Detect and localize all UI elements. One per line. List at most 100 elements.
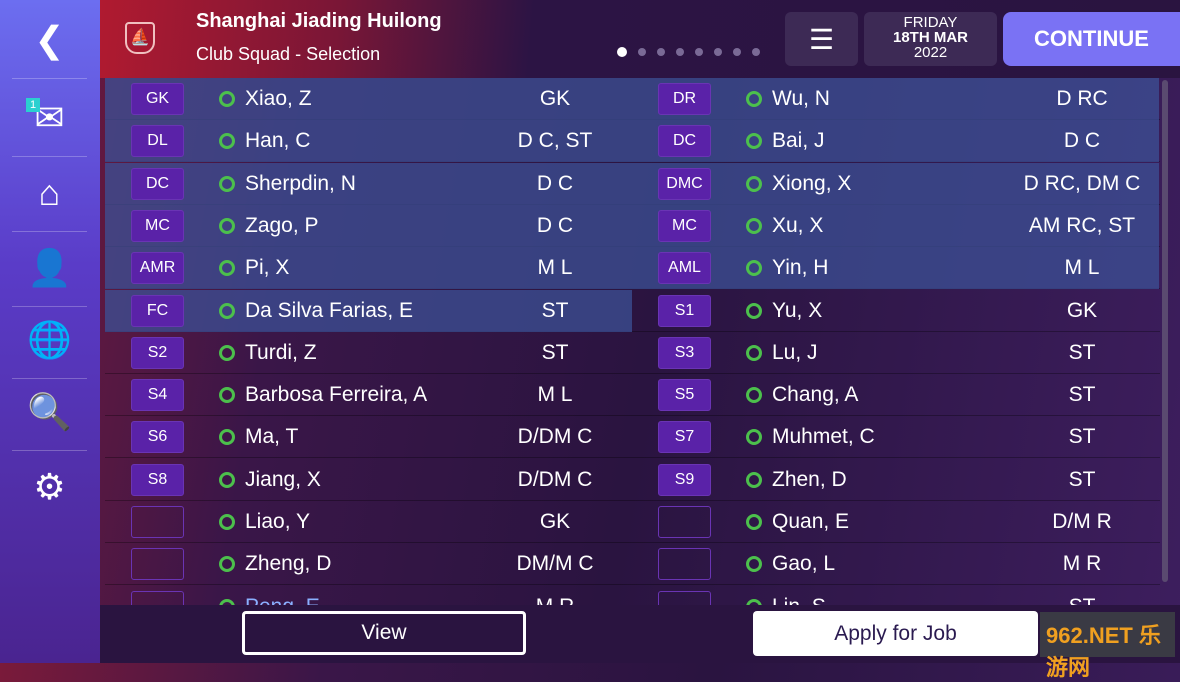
player-name[interactable]: Zheng, D [245,552,332,576]
player-entry[interactable]: S1 Yu, X GK [632,290,1159,332]
position-slot[interactable]: DR [658,83,711,115]
player-name[interactable]: Han, C [245,129,311,153]
player-name[interactable]: Lu, J [772,340,818,364]
search-button[interactable]: 🔍 [12,382,87,442]
player-entry[interactable]: FC Da Silva Farias, E ST [105,289,632,332]
page-dot[interactable] [657,48,665,56]
player-entry[interactable]: S8 Jiang, X D/DM C [105,459,632,501]
table-row: GK Xiao, Z GK DR Wu, N D RC [105,78,1160,120]
player-name[interactable]: Gao, L [772,552,836,576]
player-name[interactable]: Da Silva Farias, E [245,298,414,322]
position-slot[interactable]: S8 [131,463,184,496]
player-entry[interactable]: AMR Pi, X M L [105,247,632,290]
player-name[interactable]: Sherpdin, N [245,171,356,195]
position-slot[interactable]: S6 [131,421,184,454]
player-entry[interactable]: S9 Zhen, D ST [632,459,1159,501]
position-slot[interactable]: FC [131,294,184,327]
scrollbar[interactable] [1162,80,1168,582]
position-slot[interactable]: S2 [131,336,184,369]
menu-button[interactable]: ☰ [785,12,858,66]
player-name[interactable]: Yu, X [772,298,823,322]
player-name[interactable]: Wu, N [772,87,830,110]
position-slot[interactable] [658,548,711,581]
globe-button[interactable]: 🌐 [12,310,87,370]
position-slot[interactable]: S7 [658,421,711,454]
page-dot[interactable] [638,48,646,56]
person-button[interactable]: 👤 [12,238,87,298]
page-dot[interactable] [714,48,722,56]
gear-button[interactable]: ⚙ [12,457,87,517]
player-entry[interactable]: DL Han, C D C, ST [105,120,632,163]
player-entry[interactable]: DC Bai, J D C [632,120,1159,163]
position-slot[interactable]: MC [658,209,711,242]
player-entry[interactable]: Gao, L M R [632,543,1159,585]
player-name[interactable]: Jiang, X [245,467,321,491]
player-name[interactable]: Xiao, Z [245,87,312,110]
position-slot[interactable]: GK [131,83,184,115]
position-slot[interactable]: S9 [658,463,711,496]
player-name[interactable]: Pi, X [245,256,290,280]
back-button[interactable]: ❮ [12,10,87,70]
player-entry[interactable]: Lin, S ST [632,586,1159,605]
player-name[interactable]: Barbosa Ferreira, A [245,383,428,407]
player-entry[interactable]: MC Zago, P D C [105,204,632,247]
player-name[interactable]: Muhmet, C [772,425,875,449]
player-entry[interactable]: S5 Chang, A ST [632,374,1159,416]
player-entry[interactable]: S2 Turdi, Z ST [105,332,632,374]
home-button[interactable]: ⌂ [12,163,87,223]
position-slot[interactable]: S3 [658,336,711,369]
position-slot[interactable] [131,506,184,538]
page-dot[interactable] [617,47,627,57]
player-entry[interactable]: Peng, E M R [105,586,632,605]
position-slot[interactable]: AML [658,252,711,285]
page-dot[interactable] [676,48,684,56]
player-entry[interactable]: GK Xiao, Z GK [105,78,632,120]
position-slot[interactable]: S4 [131,379,184,412]
page-dot[interactable] [695,48,703,56]
apply-for-job-button[interactable]: Apply for Job [753,611,1038,656]
continue-button[interactable]: CONTINUE [1003,12,1180,66]
player-entry[interactable]: S3 Lu, J ST [632,332,1159,374]
position-slot[interactable] [131,548,184,581]
position-slot[interactable]: AMR [131,252,184,285]
player-entry[interactable]: Quan, E D/M R [632,501,1159,543]
player-name[interactable]: Xu, X [772,213,824,237]
player-entry[interactable]: DMC Xiong, X D RC, DM C [632,162,1159,205]
player-name[interactable]: Zago, P [245,213,319,237]
player-entry[interactable]: Zheng, D DM/M C [105,543,632,585]
position-slot[interactable]: DMC [658,167,711,200]
player-entry[interactable]: DC Sherpdin, N D C [105,162,632,205]
player-entry[interactable]: S6 Ma, T D/DM C [105,416,632,458]
position-slot[interactable] [658,590,711,605]
player-entry[interactable]: S4 Barbosa Ferreira, A M L [105,374,632,416]
player-name[interactable]: Chang, A [772,383,859,407]
position-slot[interactable] [658,506,711,538]
position-slot[interactable]: DC [658,125,711,158]
position-slot[interactable]: S1 [658,294,711,327]
player-entry[interactable]: MC Xu, X AM RC, ST [632,204,1159,247]
player-entry[interactable]: S7 Muhmet, C ST [632,416,1159,458]
player-entry[interactable]: DR Wu, N D RC [632,78,1159,120]
position-slot[interactable]: MC [131,209,184,242]
player-name[interactable]: Bai, J [772,129,825,153]
player-entry[interactable]: AML Yin, H M L [632,247,1159,290]
position-slot[interactable]: DL [131,125,184,158]
player-name[interactable]: Turdi, Z [245,340,317,364]
player-name[interactable]: Lin, S [772,595,826,605]
position-slot[interactable] [131,590,184,605]
position-slot[interactable]: DC [131,167,184,200]
mail-button[interactable]: ✉ [12,88,87,148]
page-dot[interactable] [752,48,760,56]
page-subtitle: Club Squad - Selection [196,44,381,64]
view-button[interactable]: View [242,611,526,655]
player-name[interactable]: Yin, H [772,256,829,280]
player-name[interactable]: Zhen, D [772,467,847,491]
page-dot[interactable] [733,48,741,56]
player-name[interactable]: Peng, E [245,595,320,605]
position-slot[interactable]: S5 [658,379,711,412]
player-name[interactable]: Quan, E [772,510,850,533]
player-name[interactable]: Liao, Y [245,510,310,533]
player-entry[interactable]: Liao, Y GK [105,501,632,543]
player-name[interactable]: Xiong, X [772,171,852,195]
player-name[interactable]: Ma, T [245,425,299,449]
